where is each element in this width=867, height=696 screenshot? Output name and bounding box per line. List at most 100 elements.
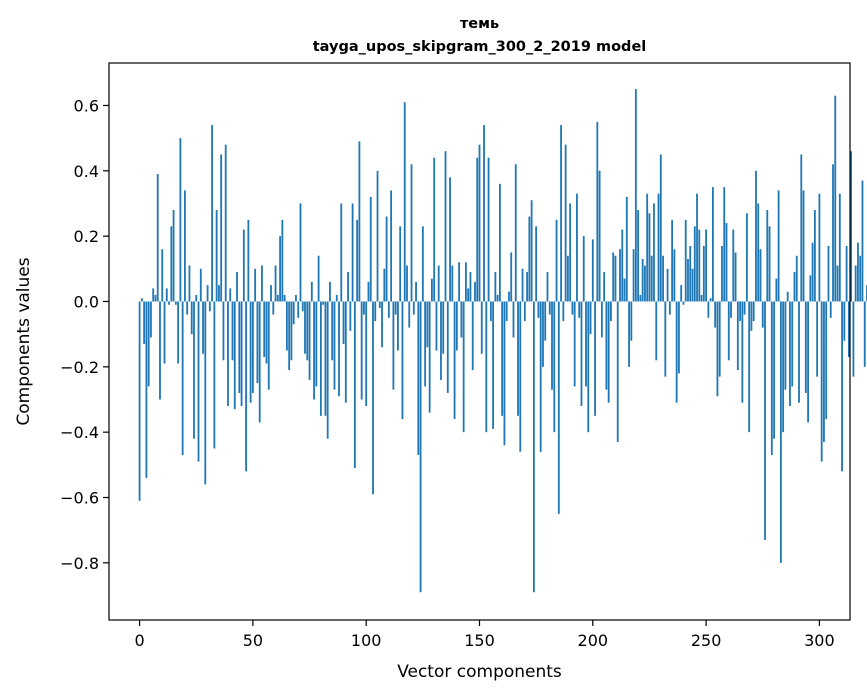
bar-257	[721, 245, 723, 302]
bar-241	[684, 219, 687, 302]
bar-194	[578, 301, 581, 318]
bar-291	[798, 301, 800, 403]
bar-226	[650, 255, 653, 302]
bar-16	[174, 301, 177, 305]
bar-210	[614, 255, 617, 302]
bar-189	[566, 255, 569, 302]
bar-98	[360, 301, 363, 400]
bar-313	[847, 301, 850, 358]
bar-65	[285, 301, 288, 351]
bar-193	[576, 193, 578, 302]
bar-163	[508, 291, 510, 302]
bar-178	[542, 301, 544, 367]
bar-267	[743, 301, 746, 315]
bar-307	[834, 95, 837, 302]
bar-173	[530, 200, 533, 302]
bar-97	[358, 141, 361, 302]
bar-11	[163, 301, 166, 364]
bar-64	[283, 294, 286, 302]
bar-22	[188, 265, 191, 302]
bar-74	[306, 301, 309, 361]
bar-225	[648, 213, 651, 302]
bar-59	[272, 301, 275, 315]
bar-45	[240, 301, 243, 407]
bar-155	[489, 301, 492, 322]
plot-frame	[108, 62, 851, 621]
bar-18	[179, 138, 182, 302]
bar-309	[838, 193, 841, 302]
bar-196	[582, 236, 585, 302]
bar-249	[702, 245, 705, 302]
bar-254	[714, 301, 717, 328]
bar-49	[249, 301, 252, 403]
bar-15	[172, 210, 175, 302]
bar-71	[299, 203, 302, 302]
bar-286	[786, 291, 789, 302]
bar-72	[301, 301, 304, 312]
bar-198	[587, 301, 590, 433]
bar-161	[503, 301, 506, 446]
bar-200	[591, 239, 594, 302]
bar-60	[274, 265, 277, 302]
y-tick-label: −0.6	[60, 488, 99, 507]
bar-158	[496, 294, 499, 302]
bar-197	[585, 301, 587, 387]
bar-37	[222, 301, 225, 361]
bar-119	[408, 301, 411, 328]
bar-83	[326, 301, 329, 439]
bar-186	[560, 125, 562, 302]
bar-75	[308, 301, 311, 380]
bar-290	[795, 255, 798, 302]
bar-120	[410, 164, 413, 302]
bar-145	[467, 288, 470, 302]
chart-title-line-2: tayga_upos_skipgram_300_2_2019 model	[313, 39, 647, 55]
bar-150	[478, 144, 481, 302]
bar-214	[623, 278, 626, 302]
bar-272	[755, 170, 757, 302]
bar-217	[630, 301, 633, 341]
bar-212	[619, 249, 621, 302]
bar-159	[498, 183, 501, 302]
bar-180	[546, 272, 549, 302]
bar-142	[460, 301, 463, 338]
bar-270	[750, 301, 753, 331]
bar-123	[417, 301, 420, 456]
bar-288	[791, 301, 794, 387]
bar-192	[573, 301, 576, 387]
bar-153	[485, 301, 488, 433]
bar-203	[598, 170, 601, 302]
bar-84	[329, 281, 331, 302]
bar-167	[517, 301, 519, 416]
bar-4	[147, 301, 150, 387]
bar-66	[288, 301, 291, 371]
bar-164	[510, 252, 513, 302]
bar-240	[682, 301, 685, 305]
bar-41	[231, 301, 234, 361]
bar-93	[349, 301, 352, 331]
bar-116	[401, 301, 404, 420]
bar-134	[442, 301, 445, 354]
bar-13	[168, 301, 170, 305]
bar-238	[678, 301, 680, 374]
bar-80	[319, 301, 322, 416]
bar-302	[823, 301, 825, 442]
bar-298	[813, 210, 816, 302]
bar-160	[501, 301, 504, 416]
bar-108	[383, 268, 386, 302]
bar-227	[653, 203, 655, 302]
bar-315	[852, 301, 855, 377]
bar-105	[376, 170, 379, 302]
bar-44	[238, 301, 241, 393]
bar-207	[607, 301, 610, 403]
bar-306	[832, 164, 834, 302]
y-axis-label: Components values	[14, 257, 34, 425]
bar-23	[190, 301, 193, 335]
bar-144	[464, 262, 467, 302]
bar-320	[863, 301, 866, 367]
bar-12	[165, 288, 168, 302]
bar-293	[802, 190, 805, 302]
x-tick-label: 300	[804, 631, 835, 650]
bar-141	[458, 262, 461, 302]
bar-271	[752, 301, 755, 322]
